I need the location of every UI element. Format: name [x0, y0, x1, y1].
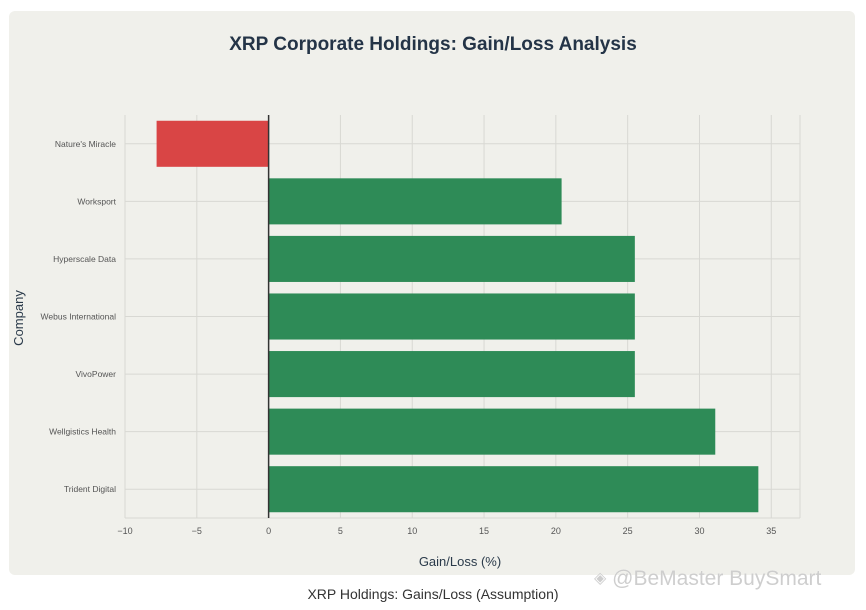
x-tick-label: 15 — [479, 526, 489, 536]
x-tick-label: 0 — [266, 526, 271, 536]
y-tick-label: Worksport — [77, 196, 116, 206]
y-tick-label: Webus International — [41, 312, 117, 322]
x-tick-label: 35 — [766, 526, 776, 536]
chart-title: XRP Corporate Holdings: Gain/Loss Analys… — [229, 34, 637, 55]
bar — [156, 120, 269, 167]
x-tick-label: 30 — [694, 526, 704, 536]
x-tick-label: 25 — [623, 526, 633, 536]
x-tick-label: −10 — [117, 526, 132, 536]
watermark: ◈ @BeMaster BuySmart — [594, 567, 821, 591]
bar — [268, 178, 562, 225]
bar — [268, 351, 635, 398]
y-tick-label: Trident Digital — [64, 484, 116, 494]
y-tick-label: VivoPower — [76, 369, 117, 379]
watermark-text: @BeMaster BuySmart — [612, 567, 822, 590]
watermark-logo-icon: ◈ — [594, 570, 607, 587]
x-axis-label: Gain/Loss (%) — [419, 554, 501, 569]
x-tick-label: 20 — [551, 526, 561, 536]
bar — [268, 408, 716, 455]
x-tick-label: −5 — [192, 526, 202, 536]
y-tick-label: Hyperscale Data — [53, 254, 116, 264]
figure-caption: XRP Holdings: Gains/Loss (Assumption) — [307, 586, 559, 602]
bar — [268, 235, 635, 282]
label-layer: −10 −5 0 5 10 15 20 25 30 35 Nature's Miracle Works… — [41, 139, 777, 536]
bar-layer — [156, 120, 759, 513]
y-tick-label: Wellgistics Health — [49, 427, 116, 437]
bar — [268, 293, 635, 340]
x-tick-label: 5 — [338, 526, 343, 536]
y-axis-label: Company — [11, 290, 26, 346]
x-tick-label: 10 — [407, 526, 417, 536]
y-tick-label: Nature's Miracle — [55, 139, 116, 149]
bar — [268, 466, 759, 513]
